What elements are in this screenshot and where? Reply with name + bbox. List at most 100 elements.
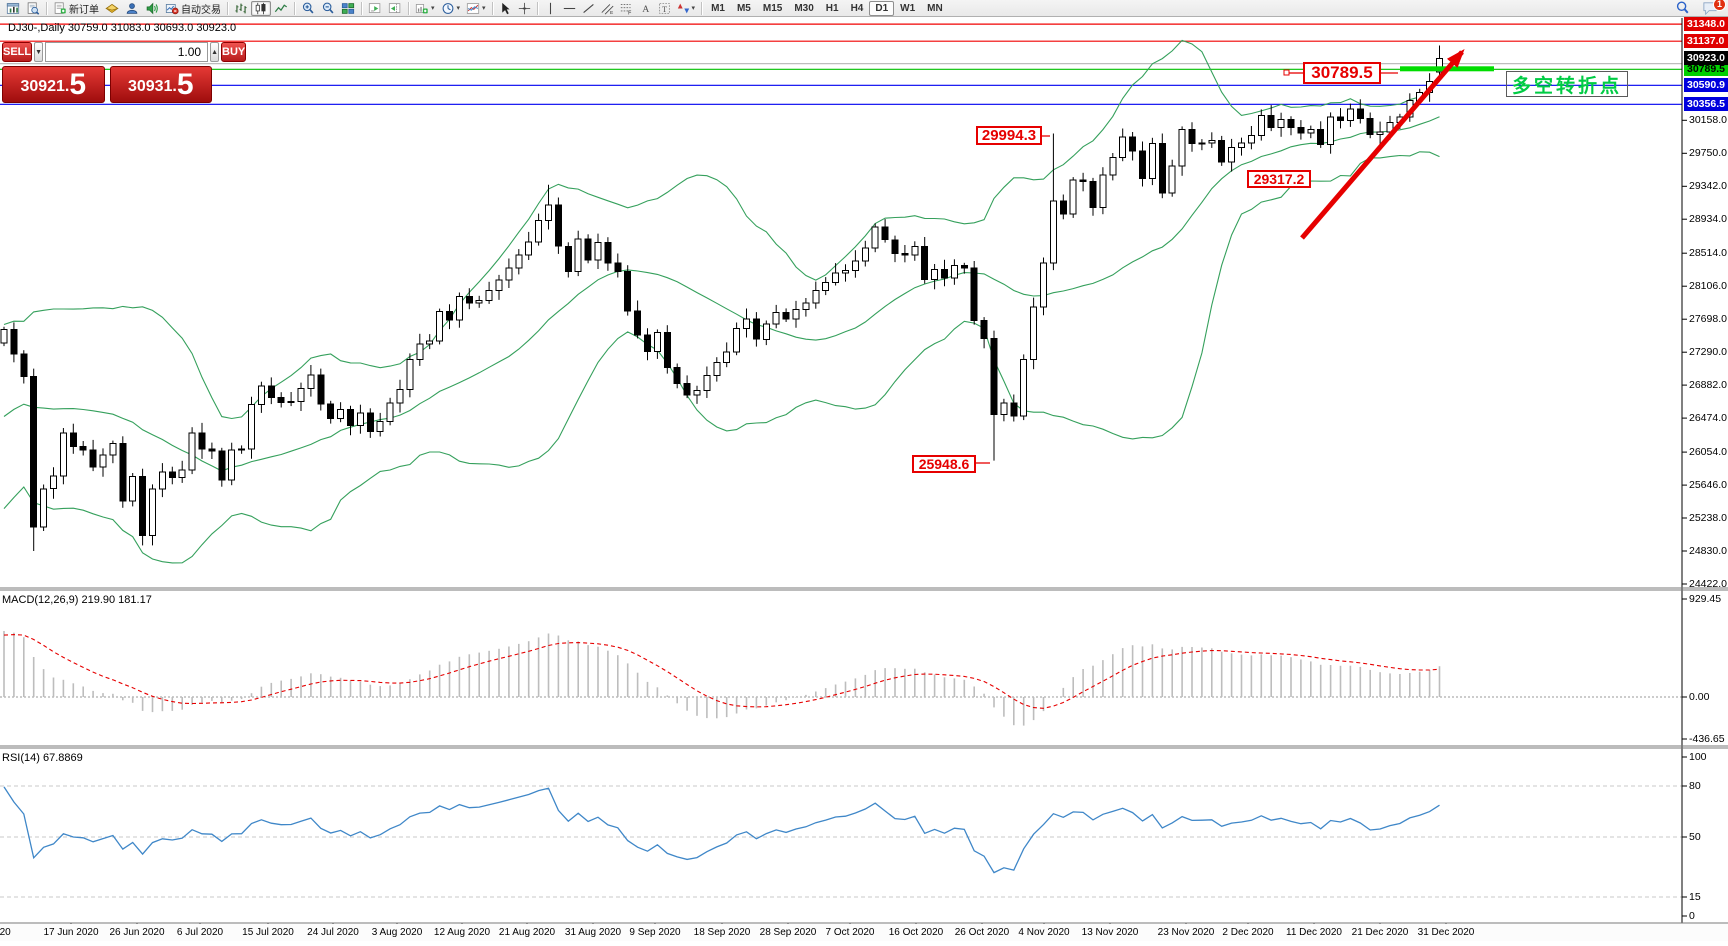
tf-m5-button[interactable]: M5 xyxy=(736,2,751,14)
bar-chart-button[interactable] xyxy=(231,1,251,16)
volume-decrease-button[interactable]: ▼ xyxy=(34,42,44,62)
tf-m15-button[interactable]: M15 xyxy=(762,2,783,14)
strategy-tester-button[interactable] xyxy=(102,1,122,16)
vertical-line-button[interactable] xyxy=(541,1,560,16)
tf-h1-button[interactable]: H1 xyxy=(825,2,839,14)
autotrading-label: 自动交易 xyxy=(181,4,221,16)
price-chart[interactable] xyxy=(0,18,1728,941)
clock-icon xyxy=(442,2,453,14)
y-axis-tick: 27698.0 xyxy=(1689,313,1727,326)
fibonacci-button[interactable]: F xyxy=(617,1,636,16)
periods-caret-icon: ▾ xyxy=(456,5,461,12)
sell-button[interactable]: SELL xyxy=(2,42,33,62)
candlestick-chart-button[interactable] xyxy=(251,0,271,16)
y-axis-tick: 24422.0 xyxy=(1689,578,1727,590)
equidistant-channel-button[interactable]: E xyxy=(598,1,617,16)
sell-price-big-digit: 5 xyxy=(69,68,87,101)
zoom-out-button[interactable] xyxy=(318,1,338,16)
x-axis-label: 9 Sep 2020 xyxy=(629,927,681,938)
crosshair-icon xyxy=(518,2,530,14)
macd-axis-tick: 0.00 xyxy=(1689,691,1710,703)
line-chart-button[interactable] xyxy=(271,1,291,16)
x-axis-label: 24 Jul 2020 xyxy=(307,927,359,938)
tf-m30-button[interactable]: M30 xyxy=(794,2,814,14)
community-button[interactable] xyxy=(122,1,142,16)
volume-increase-button[interactable]: ▲ xyxy=(210,42,219,62)
templates-button[interactable]: ▾ xyxy=(463,1,489,16)
y-axis-tick: 24830.0 xyxy=(1689,545,1727,558)
sell-price-box[interactable]: 30921. 5 xyxy=(2,66,105,103)
new-order-button[interactable]: 新订单 xyxy=(50,1,102,16)
buy-price-box[interactable]: 30931. 5 xyxy=(109,66,212,103)
search-button[interactable] xyxy=(1672,1,1693,16)
templates-icon xyxy=(466,2,480,14)
alerts-button[interactable] xyxy=(142,1,162,16)
arrows-button[interactable]: ▾ xyxy=(674,1,699,16)
x-axis-label: 3 Aug 2020 xyxy=(371,927,423,938)
x-axis-label: 11 Dec 2020 xyxy=(1286,927,1342,938)
new-order-label: 新订单 xyxy=(69,4,99,16)
rsi-axis-tick: 15 xyxy=(1689,891,1701,903)
crosshair-button[interactable] xyxy=(515,1,534,16)
toolbar-separator xyxy=(294,1,295,15)
x-axis-label: 26 Jun 2020 xyxy=(109,927,165,938)
price-level-badge: 30356.5 xyxy=(1684,97,1728,112)
chart-ohlc-title: DJ30-,Daily 30759.0 31083.0 30693.0 3092… xyxy=(8,22,237,34)
price-annotation[interactable]: 29994.3 xyxy=(976,126,1042,145)
y-axis-tick: 26054.0 xyxy=(1689,446,1727,459)
y-axis-tick: 28106.0 xyxy=(1689,280,1727,293)
auto-scroll-icon xyxy=(368,2,381,13)
x-axis-label: 8 Jun 2020 xyxy=(0,927,11,938)
price-annotation[interactable]: 25948.6 xyxy=(912,455,976,473)
cursor-button[interactable] xyxy=(496,1,515,16)
chart-shift-button[interactable] xyxy=(385,1,405,16)
buy-button[interactable]: BUY xyxy=(221,42,247,62)
zoom-out-icon xyxy=(322,2,334,14)
zoom-in-button[interactable] xyxy=(298,1,318,16)
main-toolbar: 新订单 自动交易 ▾ ▾ xyxy=(0,0,1728,17)
tf-d1-button[interactable]: D1 xyxy=(869,0,895,16)
x-axis-label: 21 Aug 2020 xyxy=(498,927,556,938)
vertical-line-icon xyxy=(549,2,551,14)
tf-w1-button[interactable]: W1 xyxy=(900,2,916,14)
price-level-badge: 31137.0 xyxy=(1684,34,1728,49)
svg-text:A: A xyxy=(642,4,649,15)
price-annotation[interactable]: 29317.2 xyxy=(1247,170,1311,188)
y-axis-tick: 26474.0 xyxy=(1689,412,1727,425)
text-label-button[interactable]: T xyxy=(655,1,674,16)
new-chart-button[interactable] xyxy=(3,1,23,16)
trendline-button[interactable] xyxy=(579,1,598,16)
arrows-icon xyxy=(677,3,689,13)
auto-scroll-button[interactable] xyxy=(365,1,385,16)
sell-price-main: 30921. xyxy=(20,78,70,95)
tile-windows-button[interactable] xyxy=(338,1,358,16)
y-axis-tick: 27290.0 xyxy=(1689,346,1727,359)
data-window-button[interactable] xyxy=(23,1,43,16)
note-annotation[interactable]: 多空转折点 xyxy=(1506,71,1628,97)
horizontal-line-button[interactable] xyxy=(560,1,579,16)
volume-input[interactable] xyxy=(45,42,209,62)
autotrading-button[interactable]: 自动交易 xyxy=(162,1,224,16)
arrows-caret-icon: ▾ xyxy=(691,5,696,12)
x-axis-label: 13 Nov 2020 xyxy=(1081,927,1139,938)
macd-label: MACD(12,26,9) 219.90 181.17 xyxy=(2,594,152,606)
tf-h4-button[interactable]: H4 xyxy=(850,2,864,14)
indicators-button[interactable]: ▾ xyxy=(412,1,438,16)
bar-chart-icon xyxy=(235,3,247,13)
text-button[interactable]: A xyxy=(636,1,655,16)
tf-mn-button[interactable]: MN xyxy=(927,2,943,14)
y-axis-tick: 28514.0 xyxy=(1689,247,1727,260)
chart-window[interactable]: DJ30-,Daily 30759.0 31083.0 30693.0 3092… xyxy=(0,17,1728,941)
price-annotation[interactable]: 30789.5 xyxy=(1303,62,1381,84)
tf-m1-button[interactable]: M1 xyxy=(711,2,725,14)
macd-axis-tick: -436.65 xyxy=(1689,733,1725,745)
text-a-icon: A xyxy=(642,4,649,15)
horizontal-line-icon xyxy=(563,7,575,9)
x-axis-label: 28 Sep 2020 xyxy=(759,927,817,938)
periods-button[interactable]: ▾ xyxy=(438,1,464,16)
time-axis[interactable]: 8 Jun 2020 17 Jun 2020 26 Jun 2020 6 Jul 20… xyxy=(0,924,1728,941)
cursor-arrow-icon xyxy=(501,2,510,14)
notifications-button[interactable]: 1 xyxy=(1699,0,1726,16)
toolbar-separator xyxy=(491,1,493,15)
x-axis-label: 4 Nov 2020 xyxy=(1018,927,1070,938)
